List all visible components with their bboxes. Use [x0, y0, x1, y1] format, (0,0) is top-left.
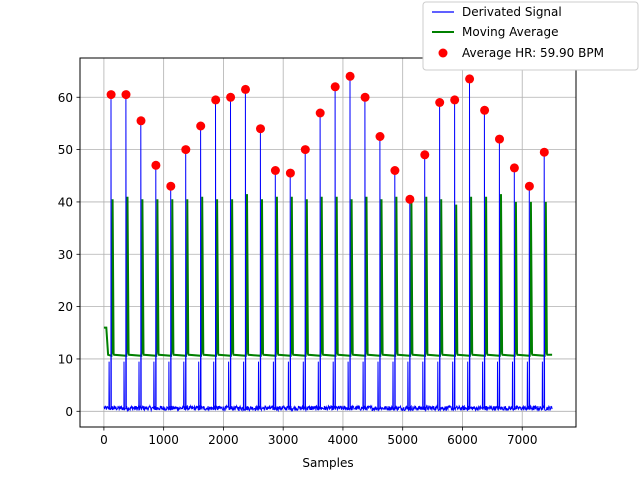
y-tick-label: 50 [58, 143, 73, 157]
peak-markers [106, 71, 549, 204]
x-tick-label: 3000 [268, 433, 299, 447]
y-tick-label: 20 [58, 300, 73, 314]
peak-marker [435, 98, 445, 107]
peak-marker [450, 95, 460, 105]
x-tick-label: 2000 [208, 433, 239, 447]
peak-marker [405, 194, 415, 204]
axes-frame [79, 57, 577, 428]
peak-marker [241, 84, 250, 94]
y-tick-label: 10 [58, 352, 73, 366]
y-tick-label: 30 [58, 248, 73, 262]
peak-marker [300, 145, 310, 155]
y-tick-label: 40 [58, 195, 73, 209]
x-tick-label: 7000 [507, 433, 538, 447]
x-tick-label: 1000 [148, 433, 179, 447]
peak-marker [136, 116, 146, 126]
x-tick-label: 5000 [387, 433, 418, 447]
y-tick-label: 0 [65, 405, 73, 419]
peak-marker [226, 92, 236, 102]
x-axis-label: Samples [302, 456, 353, 470]
legend: Derivated Signal Moving Average Average … [422, 1, 639, 71]
peak-marker [495, 134, 504, 144]
peak-marker [539, 147, 549, 157]
moving-average-series [103, 194, 553, 358]
x-tick-label: 0 [100, 433, 108, 447]
peak-marker [211, 95, 221, 105]
peak-marker [390, 166, 400, 175]
x-tick-label: 6000 [447, 433, 478, 447]
derivated-signal-series [103, 76, 553, 413]
legend-peaks-swatch [438, 48, 448, 58]
peak-marker [360, 92, 370, 102]
peak-marker [330, 82, 340, 92]
peak-marker [375, 132, 385, 141]
peak-marker [420, 150, 430, 160]
peak-marker [151, 160, 161, 170]
peak-marker [106, 90, 116, 100]
peak-marker [166, 181, 176, 191]
derivated-signal-line [103, 76, 553, 413]
peak-marker [256, 124, 265, 134]
peak-marker [480, 105, 490, 115]
peak-marker [285, 168, 295, 178]
legend-peaks-label: Average HR: 59.90 BPM [462, 46, 604, 60]
peak-marker [181, 145, 191, 155]
moving-average-line [103, 194, 553, 358]
peak-marker [524, 181, 534, 191]
peak-marker [315, 108, 325, 118]
peak-marker [345, 71, 355, 81]
x-tick-label: 4000 [328, 433, 359, 447]
peak-marker [465, 74, 475, 84]
peak-marker [196, 121, 206, 131]
legend-derivated-label: Derivated Signal [462, 5, 562, 19]
peak-marker [509, 163, 519, 173]
legend-moving-average-label: Moving Average [462, 25, 558, 39]
peak-marker [121, 90, 131, 100]
y-tick-label: 60 [58, 91, 73, 105]
axis-ticks: 0 1000 2000 3000 4000 5000 6000 7000 0 10 20 30 40 50… [58, 91, 538, 447]
grid [80, 58, 576, 427]
peak-marker [270, 166, 280, 175]
